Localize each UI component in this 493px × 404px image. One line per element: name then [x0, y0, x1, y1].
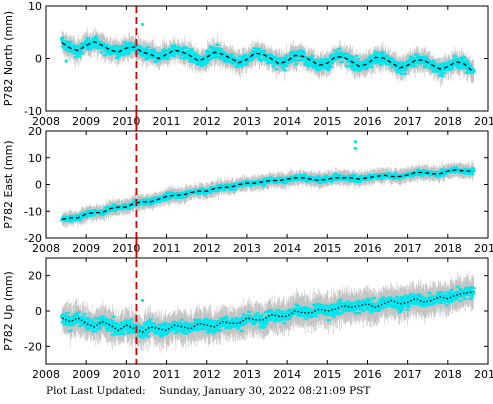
outlier-point-up-0 — [140, 298, 145, 302]
outlier-point-north-0 — [140, 22, 145, 26]
plot-area-north — [59, 22, 476, 88]
outlier-point-north-1 — [64, 59, 68, 63]
x-tick-label-east-7: 2015 — [313, 242, 341, 255]
x-tick-label-north-1: 2009 — [72, 115, 100, 128]
outlier-point-east-1 — [353, 146, 357, 150]
x-tick-label-north-4: 2012 — [193, 115, 221, 128]
x-tick-label-east-8: 2016 — [353, 242, 381, 255]
plot-area-east — [59, 140, 476, 228]
x-tick-label-up-2: 2010 — [112, 368, 140, 381]
x-tick-label-up-9: 2017 — [394, 368, 422, 381]
x-tick-label-east-3: 2011 — [153, 242, 181, 255]
x-tick-label-east-11: 2019 — [474, 242, 493, 255]
x-tick-label-up-4: 2012 — [193, 368, 221, 381]
y-tick-label-east-0: -20 — [24, 232, 42, 245]
plot-last-updated-label: Plot Last Updated: — [46, 385, 146, 397]
x-tick-label-up-11: 2019 — [474, 368, 493, 381]
y-tick-label-north-2: 10 — [28, 0, 42, 13]
data-points-up — [59, 285, 476, 339]
x-tick-label-up-0: 2008 — [32, 368, 60, 381]
x-tick-label-north-8: 2016 — [353, 115, 381, 128]
x-tick-label-east-4: 2012 — [193, 242, 221, 255]
x-tick-label-north-0: 2008 — [32, 115, 60, 128]
x-tick-label-north-11: 2019 — [474, 115, 493, 128]
x-tick-label-east-9: 2017 — [394, 242, 422, 255]
x-tick-label-up-6: 2014 — [273, 368, 301, 381]
y-tick-label-north-1: 0 — [35, 53, 42, 66]
x-tick-label-north-2: 2010 — [112, 115, 140, 128]
x-tick-label-east-6: 2014 — [273, 242, 301, 255]
panel-north: 2008 2009 2010 2011 2012 2013 2014 2015 2016 2017… — [2, 0, 493, 131]
model-line-east — [61, 169, 474, 220]
y-tick-label-east-2: 0 — [35, 179, 42, 192]
x-tick-label-north-9: 2017 — [394, 115, 422, 128]
y-tick-label-up-1: 0 — [35, 305, 42, 318]
y-axis-label-north: P782 North (mm) — [2, 11, 15, 106]
panel-east: 2008 2009 2010 2011 2012 2013 2014 2015 2016 2017… — [2, 111, 493, 258]
x-tick-label-up-3: 2011 — [153, 368, 181, 381]
y-tick-label-up-2: 20 — [28, 270, 42, 283]
x-tick-label-north-6: 2014 — [273, 115, 301, 128]
x-tick-label-north-10: 2018 — [434, 115, 462, 128]
x-tick-label-up-1: 2009 — [72, 368, 100, 381]
y-tick-label-east-3: 10 — [28, 152, 42, 165]
y-tick-label-east-1: -10 — [24, 205, 42, 218]
x-tick-label-east-1: 2009 — [72, 242, 100, 255]
x-tick-label-east-0: 2008 — [32, 242, 60, 255]
x-tick-label-up-8: 2016 — [353, 368, 381, 381]
x-tick-label-east-2: 2010 — [112, 242, 140, 255]
x-tick-label-east-5: 2013 — [233, 242, 261, 255]
panel-up: 2008 2009 2010 2011 2012 2013 2014 2015 2016 2017… — [2, 238, 493, 381]
y-axis-label-up: P782 Up (mm) — [2, 271, 15, 351]
plot-last-updated: Plot Last Updated: Sunday, January 30, 2… — [46, 385, 380, 397]
x-tick-label-up-5: 2013 — [233, 368, 261, 381]
y-tick-label-north-0: -10 — [24, 105, 42, 118]
model-line-up — [61, 290, 475, 333]
y-tick-label-up-0: -20 — [24, 340, 42, 353]
x-tick-label-up-10: 2018 — [434, 368, 462, 381]
y-tick-label-east-4: 20 — [28, 125, 42, 138]
plot-area-up — [59, 270, 476, 354]
y-axis-label-east: P782 East (mm) — [2, 140, 15, 228]
x-tick-label-north-7: 2015 — [313, 115, 341, 128]
error-bars-east — [61, 160, 474, 228]
x-tick-label-north-3: 2011 — [153, 115, 181, 128]
x-tick-label-north-5: 2013 — [233, 115, 261, 128]
outlier-point-east-0 — [353, 140, 357, 144]
x-tick-label-up-7: 2015 — [313, 368, 341, 381]
x-tick-label-east-10: 2018 — [434, 242, 462, 255]
plot-last-updated-timestamp: Sunday, January 30, 2022 08:21:09 PST — [159, 385, 371, 397]
